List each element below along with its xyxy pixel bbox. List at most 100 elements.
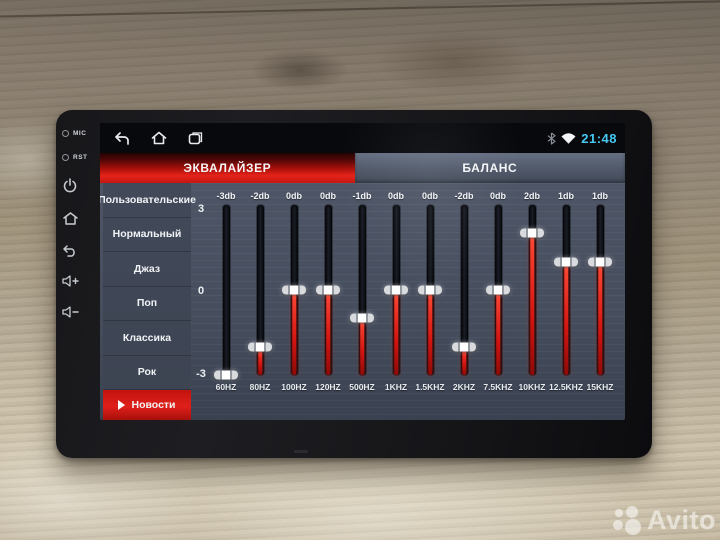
band-frequency-label: 1.5KHZ bbox=[415, 382, 445, 392]
sidebar-item-4[interactable]: Поп bbox=[103, 287, 191, 321]
band-db-value: 0db bbox=[319, 191, 336, 201]
band-slider-handle[interactable] bbox=[248, 342, 272, 352]
band-slider-handle[interactable] bbox=[520, 228, 544, 238]
scale-mid: 0 bbox=[197, 284, 205, 297]
eq-band-60hz: -3db 60HZ bbox=[209, 187, 243, 394]
tab-equalizer[interactable]: ЭКВАЛАЙЗЕР bbox=[100, 153, 355, 183]
back-icon bbox=[63, 245, 75, 257]
home-icon bbox=[63, 212, 78, 225]
sidebar-item-2[interactable]: Нормальный bbox=[103, 218, 191, 252]
band-slider-track[interactable] bbox=[588, 205, 613, 375]
eq-band-15khz: 1db 15KHZ bbox=[583, 187, 617, 394]
band-slider-fill bbox=[462, 346, 466, 375]
eq-band-7.5khz: 0db 7.5KHZ bbox=[481, 187, 515, 394]
band-frequency-label: 2KHZ bbox=[452, 382, 476, 392]
band-db-value: 0db bbox=[285, 191, 302, 201]
band-slider-fill bbox=[530, 233, 534, 375]
power-button[interactable] bbox=[62, 178, 78, 194]
sidebar-item-6[interactable]: Рок bbox=[103, 356, 191, 390]
wood-plank-seam bbox=[0, 0, 720, 18]
band-slider-track[interactable] bbox=[384, 205, 408, 375]
nav-back-button[interactable] bbox=[114, 131, 130, 145]
wifi-icon bbox=[561, 133, 576, 144]
mic-hole-icon bbox=[62, 130, 69, 137]
band-slider-track[interactable] bbox=[452, 205, 476, 375]
band-slider-track[interactable] bbox=[350, 205, 374, 375]
play-icon bbox=[118, 400, 126, 410]
equalizer-area: 3 0 -3 -3db 60HZ -2db 80HZ 0db 100HZ 0db 120HZ -… bbox=[191, 183, 625, 420]
band-slider-handle[interactable] bbox=[554, 257, 578, 267]
band-slider-fill bbox=[292, 290, 296, 375]
mic-button: MIC bbox=[62, 130, 86, 137]
volume-up-icon bbox=[62, 275, 79, 287]
band-frequency-label: 12.5KHZ bbox=[549, 382, 584, 392]
sidebar-item-7[interactable]: Новости bbox=[103, 390, 191, 420]
band-frequency-label: 100HZ bbox=[281, 382, 307, 392]
band-slider-handle[interactable] bbox=[316, 285, 340, 295]
bluetooth-icon bbox=[547, 132, 556, 145]
tab-balance[interactable]: БАЛАНС bbox=[354, 153, 625, 183]
band-slider-fill bbox=[564, 261, 568, 375]
nav-recents-button[interactable] bbox=[188, 131, 203, 145]
band-frequency-label: 60HZ bbox=[215, 382, 237, 392]
scale-bottom: -3 bbox=[196, 368, 206, 380]
band-slider-track[interactable] bbox=[214, 205, 238, 380]
band-db-value: -2db bbox=[250, 191, 270, 201]
volume-up-button[interactable] bbox=[62, 274, 79, 288]
band-frequency-label: 7.5KHZ bbox=[483, 382, 513, 392]
band-frequency-label: 500HZ bbox=[349, 382, 375, 392]
band-slider-fill bbox=[326, 290, 330, 375]
band-frequency-label: 120HZ bbox=[315, 382, 341, 392]
sidebar-item-label: Джаз bbox=[133, 262, 161, 275]
power-icon bbox=[63, 178, 77, 193]
band-slider-fill bbox=[394, 290, 398, 375]
band-slider-fill bbox=[428, 290, 432, 375]
band-slider-handle[interactable] bbox=[418, 285, 442, 295]
nav-home-button[interactable] bbox=[151, 131, 167, 145]
eq-band-120hz: 0db 120HZ bbox=[311, 187, 345, 394]
eq-band-1khz: 0db 1KHZ bbox=[379, 187, 413, 394]
band-frequency-label: 80HZ bbox=[249, 382, 271, 392]
band-slider-handle[interactable] bbox=[384, 285, 408, 295]
reset-button[interactable]: RST bbox=[62, 154, 88, 161]
db-scale: 3 0 -3 bbox=[193, 203, 209, 380]
band-slider-track[interactable] bbox=[282, 205, 306, 375]
band-slider-handle[interactable] bbox=[282, 285, 306, 295]
band-db-value: -1db bbox=[352, 191, 372, 201]
band-db-value: 2db bbox=[523, 191, 540, 201]
sidebar-item-label: Поп bbox=[136, 297, 158, 310]
band-slider-fill bbox=[496, 290, 500, 375]
sidebar-item-label: Новости bbox=[131, 398, 176, 411]
band-db-value: 0db bbox=[421, 191, 438, 201]
eq-band-100hz: 0db 100HZ bbox=[277, 187, 311, 394]
band-db-value: 0db bbox=[387, 191, 404, 201]
eq-band-10khz: 2db 10KHZ bbox=[515, 187, 549, 394]
band-frequency-label: 1KHZ bbox=[384, 382, 408, 392]
sidebar-item-label: Пользовательские bbox=[100, 193, 196, 206]
recents-icon bbox=[188, 131, 203, 144]
band-slider-handle[interactable] bbox=[214, 370, 238, 380]
eq-band-1.5khz: 0db 1.5KHZ bbox=[413, 187, 447, 394]
band-slider-track[interactable] bbox=[554, 205, 578, 375]
eq-band-2khz: -2db 2KHZ bbox=[447, 187, 481, 394]
sidebar-item-5[interactable]: Классика bbox=[103, 321, 191, 356]
bezel-button-column: MIC RST bbox=[62, 130, 100, 319]
band-slider-track[interactable] bbox=[316, 205, 340, 375]
sidebar-item-3[interactable]: Джаз bbox=[103, 252, 191, 287]
band-slider-handle[interactable] bbox=[588, 257, 613, 267]
band-slider-handle[interactable] bbox=[486, 285, 510, 295]
band-slider-track[interactable] bbox=[486, 205, 510, 375]
band-slider-fill bbox=[360, 318, 364, 375]
band-slider-handle[interactable] bbox=[452, 342, 476, 352]
volume-down-button[interactable] bbox=[62, 305, 79, 319]
band-slider-track[interactable] bbox=[248, 205, 272, 375]
sidebar-item-label: Рок bbox=[137, 366, 157, 379]
reset-label: RST bbox=[73, 154, 88, 161]
home-hardware-button[interactable] bbox=[62, 211, 79, 226]
band-slider-track[interactable] bbox=[418, 205, 442, 375]
band-slider-handle[interactable] bbox=[350, 313, 374, 323]
back-hardware-button[interactable] bbox=[62, 243, 78, 257]
band-db-value: 1db bbox=[592, 191, 609, 201]
band-slider-track[interactable] bbox=[520, 205, 544, 375]
sidebar-item-1[interactable]: Пользовательские bbox=[100, 183, 196, 218]
